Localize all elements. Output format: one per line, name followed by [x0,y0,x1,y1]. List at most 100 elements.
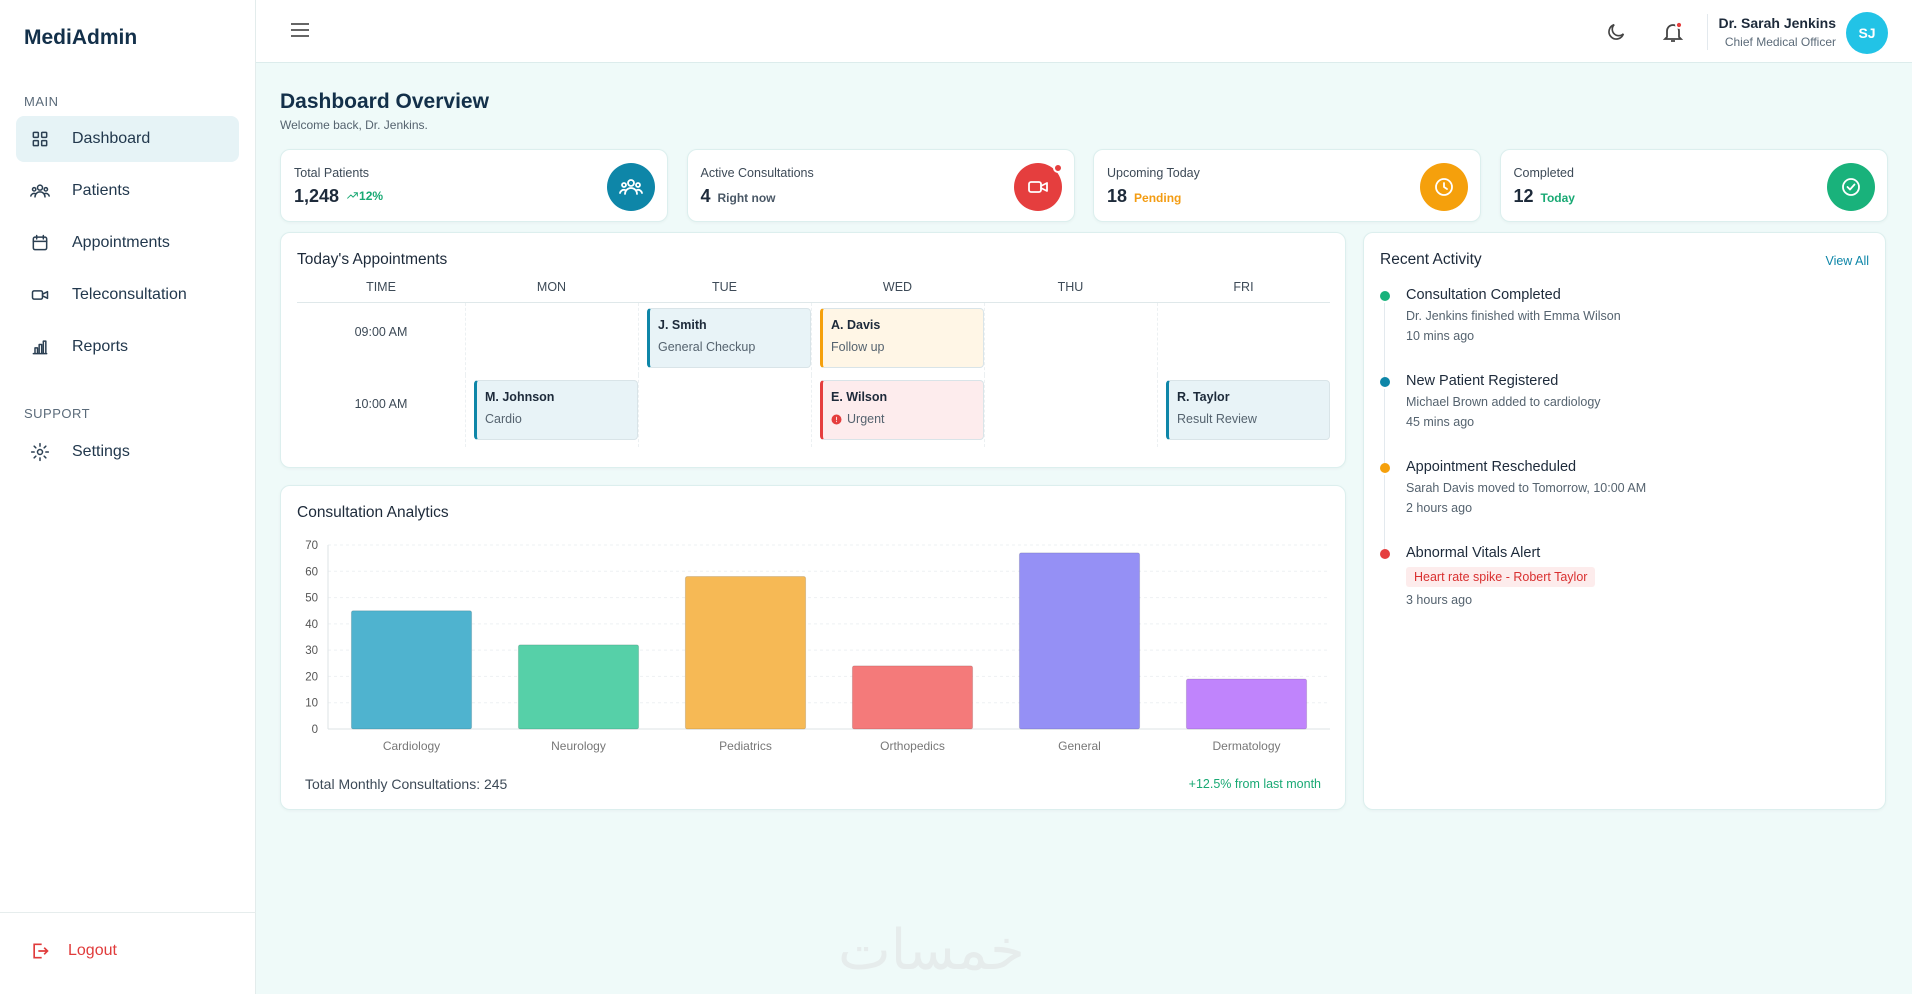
stat-note-row: Today [1541,191,1575,205]
activity-title: Appointment Rescheduled [1406,459,1577,475]
bar [517,644,640,730]
bar [1185,678,1308,730]
schedule-cell: A. Davis Follow up [811,303,984,375]
alert-dot [1052,163,1063,173]
icon [347,192,358,199]
nav-label: Settings [72,443,130,460]
activity-item: Abnormal Vitals Alert Heart rate spike - … [1406,545,1866,607]
column-header: THU [984,279,1157,303]
stat-value-row: 1,248 12% [294,186,383,207]
appointment-note-row: Result Review [1177,412,1321,426]
total-consultations: Total Monthly Consultations: 245 [305,776,508,792]
x-tick-label: Dermatology [1212,739,1280,753]
y-tick-label: 20 [305,671,318,683]
x-tick-label: Neurology [551,739,606,753]
column-header: WED [811,279,984,303]
time-label: 09:00 AM [354,325,408,339]
activity-time: 3 hours ago [1406,593,1473,607]
nav-item[interactable]: Settings [16,429,239,475]
activity-description: Dr. Jenkins finished with Emma Wilson [1406,309,1621,323]
patient-name: A. Davis [831,318,881,332]
activity-item: New Patient Registered Michael Brown adde… [1406,373,1866,429]
analytics-card: Consultation Analytics 0 10 20 30 40 50 60 70 Ca… [280,485,1346,810]
icon [32,234,48,251]
y-tick-label: 50 [305,593,318,605]
timeline-line [1384,389,1385,465]
activity-title: Abnormal Vitals Alert [1406,545,1541,561]
activity-time: 2 hours ago [1406,501,1473,515]
appointment[interactable]: M. Johnson Cardio [474,380,638,440]
appointment[interactable]: E. Wilson Urgent [820,380,984,440]
nav-item[interactable]: Appointments [16,220,239,266]
y-tick-label: 30 [305,645,318,657]
change: +12.5% from last month [1188,777,1321,791]
patient-name: M. Johnson [485,390,555,404]
header: Dr. Sarah Jenkins Chief Medical Officer … [256,0,1912,63]
page-subtitle: Welcome back, Dr. Jenkins. [280,118,428,132]
activity-time: 10 mins ago [1406,329,1475,343]
page-title: Dashboard Overview [280,90,489,113]
stat-card: Active Consultations 4 Right now [686,149,1075,222]
stat-value: 18 [1107,186,1128,206]
appointment-note: Follow up [831,340,885,354]
stat-label: Active Consultations [700,166,814,180]
column-header: TUE [638,279,811,303]
stat-icon [1013,163,1063,211]
schedule-cell [984,375,1157,447]
schedule-cell [638,375,811,447]
stat-label: Completed [1513,166,1574,180]
appointment-note: Urgent [847,412,885,426]
logout-button[interactable]: Logout [30,941,117,961]
appointment-note: General Checkup [658,340,756,354]
bar [684,576,807,730]
stat-icon [607,163,655,211]
notifications-button[interactable] [1661,20,1685,44]
patient-name: R. Taylor [1177,390,1230,404]
card-title: Today's Appointments [297,251,448,268]
section-label: MAIN [24,94,59,109]
view-all-link[interactable]: View All [1825,254,1869,268]
stat-note: Today [1540,191,1575,205]
alert-badge: Heart rate spike - Robert Taylor [1406,567,1596,587]
stat-card: Completed 12 Today [1499,149,1888,222]
activity-card: Recent Activity View All Consultation Co… [1363,232,1886,810]
appointment[interactable]: R. Taylor Result Review [1166,380,1330,440]
icon [32,340,48,355]
time-label: 10:00 AM [354,397,408,411]
appointment-note: Result Review [1177,412,1257,426]
theme-toggle[interactable] [1605,21,1627,43]
column-header: TIME [297,279,465,303]
avatar[interactable]: SJ [1846,12,1888,54]
appointment-note-row: Follow up [831,340,975,354]
appointment[interactable]: J. Smith General Checkup [647,308,811,368]
logout-icon [33,943,49,959]
y-tick-label: 70 [305,540,318,552]
stat-note: Right now [717,191,776,205]
card-title: Recent Activity [1380,251,1482,268]
x-tick-label: Pediatrics [719,739,772,753]
activity-dot [1380,463,1390,473]
menu-button[interactable] [290,20,310,40]
appointment-note: Cardio [485,412,522,426]
bar [1018,552,1141,730]
nav-item[interactable]: Reports [16,324,239,370]
stat-value: 12 [1513,186,1534,206]
nav-item[interactable]: Dashboard [16,116,239,162]
nav-item[interactable]: Patients [16,168,239,214]
nav-item[interactable]: Teleconsultation [16,272,239,318]
sidebar: MediAdmin MAIN SUPPORT Logout Dashboard P… [0,0,256,994]
stat-value-row: 18 Pending [1107,186,1181,207]
section-label: SUPPORT [24,406,91,421]
stat-card: Upcoming Today 18 Pending [1093,149,1481,222]
stat-label: Total Patients [294,166,370,180]
activity-description: Sarah Davis moved to Tomorrow, 10:00 AM [1406,481,1647,495]
x-tick-label: Cardiology [383,739,440,753]
patient-name: E. Wilson [831,390,888,404]
nav-label: Appointments [72,234,170,251]
column-header: FRI [1157,279,1330,303]
stat-value: 4 [700,186,711,206]
schedule-cell: M. Johnson Cardio [465,375,638,447]
y-tick-label: 10 [305,698,318,710]
appointment[interactable]: A. Davis Follow up [820,308,984,368]
